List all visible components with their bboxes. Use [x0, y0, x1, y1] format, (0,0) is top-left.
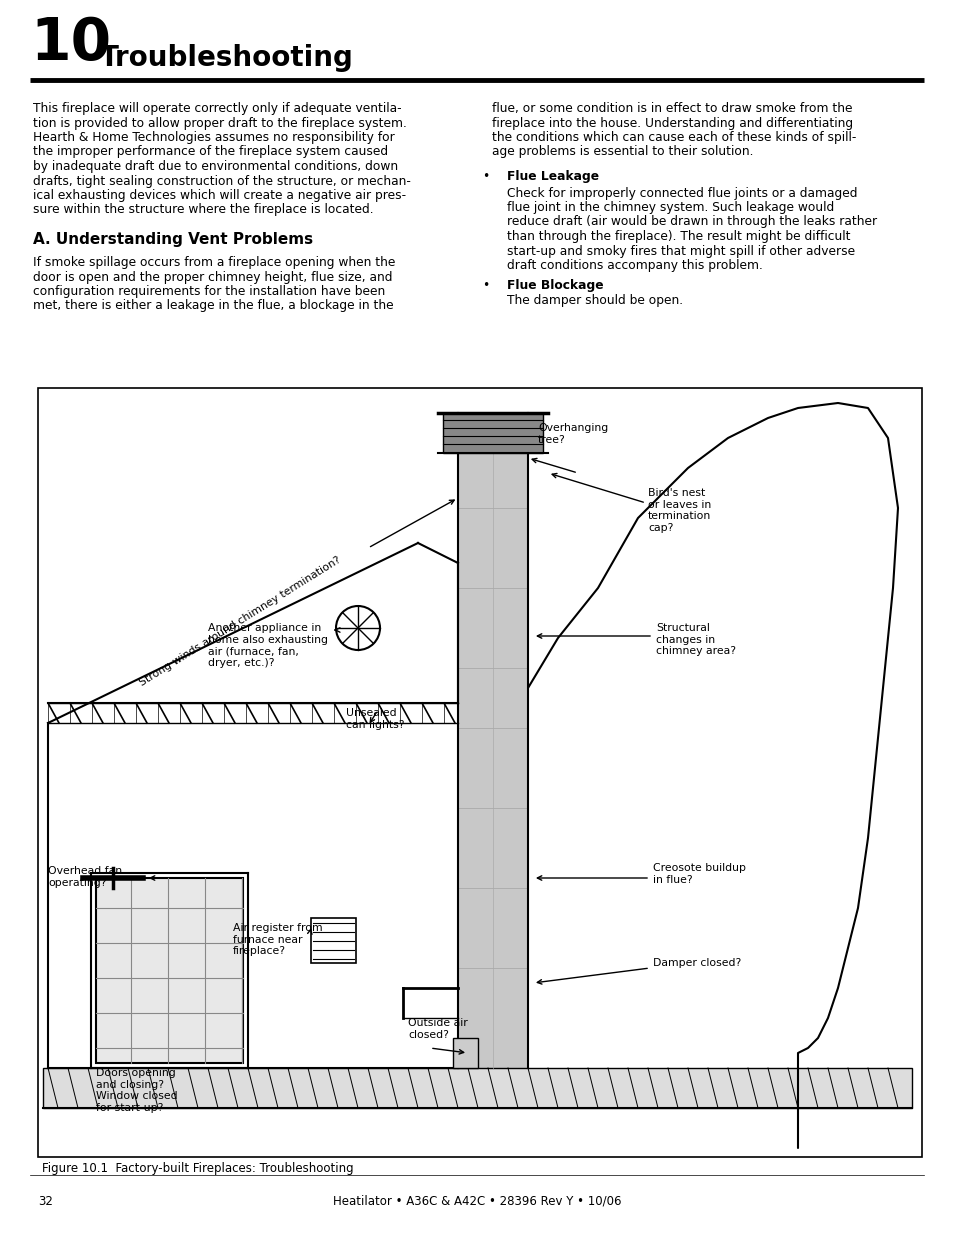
- Text: Structural
changes in
chimney area?: Structural changes in chimney area?: [656, 622, 735, 656]
- Bar: [442, 412, 542, 453]
- Text: than through the fireplace). The result might be difficult: than through the fireplace). The result …: [506, 230, 850, 243]
- Text: the conditions which can cause each of these kinds of spill-: the conditions which can cause each of t…: [492, 131, 856, 144]
- Bar: [38, 388, 921, 1157]
- Text: This fireplace will operate correctly only if adequate ventila-: This fireplace will operate correctly on…: [33, 103, 401, 115]
- Bar: [457, 412, 527, 1068]
- Text: draft conditions accompany this problem.: draft conditions accompany this problem.: [506, 259, 762, 272]
- Text: Overhead fan
operating?: Overhead fan operating?: [48, 866, 122, 888]
- Text: ical exhausting devices which will create a negative air pres-: ical exhausting devices which will creat…: [33, 189, 406, 203]
- Text: drafts, tight sealing construction of the structure, or mechan-: drafts, tight sealing construction of th…: [33, 174, 411, 188]
- Bar: [311, 918, 355, 963]
- Text: •: •: [481, 279, 489, 291]
- Text: The damper should be open.: The damper should be open.: [506, 294, 682, 308]
- Text: Strong winds around chimney termination?: Strong winds around chimney termination?: [138, 555, 342, 688]
- Text: Outside air
closed?: Outside air closed?: [408, 1018, 467, 1040]
- Text: the improper performance of the fireplace system caused: the improper performance of the fireplac…: [33, 146, 388, 158]
- Text: Unsealed
can lights?: Unsealed can lights?: [346, 708, 404, 730]
- Text: configuration requirements for the installation have been: configuration requirements for the insta…: [33, 285, 385, 298]
- Text: Troubleshooting: Troubleshooting: [100, 44, 354, 72]
- Text: start-up and smoky fires that might spill if other adverse: start-up and smoky fires that might spil…: [506, 245, 854, 258]
- Text: •: •: [481, 170, 489, 183]
- Text: tion is provided to allow proper draft to the fireplace system.: tion is provided to allow proper draft t…: [33, 116, 406, 130]
- Text: Flue Leakage: Flue Leakage: [506, 170, 598, 183]
- Text: Heatilator • A36C & A42C • 28396 Rev Y • 10/06: Heatilator • A36C & A42C • 28396 Rev Y •…: [333, 1195, 620, 1208]
- Text: Another appliance in
home also exhausting
air (furnace, fan,
dryer, etc.)?: Another appliance in home also exhaustin…: [208, 622, 328, 668]
- Text: flue joint in the chimney system. Such leakage would: flue joint in the chimney system. Such l…: [506, 201, 833, 214]
- Text: Flue Blockage: Flue Blockage: [506, 279, 603, 291]
- Bar: [453, 1037, 477, 1068]
- Text: Damper closed?: Damper closed?: [652, 958, 740, 968]
- Text: 10: 10: [30, 15, 111, 72]
- Bar: [96, 878, 243, 1063]
- Text: Air register from
furnace near
fireplace?: Air register from furnace near fireplace…: [233, 923, 322, 956]
- Text: A. Understanding Vent Problems: A. Understanding Vent Problems: [33, 232, 313, 247]
- Text: Check for improperly connected flue joints or a damaged: Check for improperly connected flue join…: [506, 186, 857, 200]
- Text: reduce draft (air would be drawn in through the leaks rather: reduce draft (air would be drawn in thro…: [506, 215, 876, 228]
- Text: sure within the structure where the fireplace is located.: sure within the structure where the fire…: [33, 204, 374, 216]
- Text: If smoke spillage occurs from a fireplace opening when the: If smoke spillage occurs from a fireplac…: [33, 256, 395, 269]
- Text: met, there is either a leakage in the flue, a blockage in the: met, there is either a leakage in the fl…: [33, 300, 394, 312]
- Text: Figure 10.1  Factory-built Fireplaces: Troubleshooting: Figure 10.1 Factory-built Fireplaces: Tr…: [42, 1162, 354, 1174]
- Text: door is open and the proper chimney height, flue size, and: door is open and the proper chimney heig…: [33, 270, 392, 284]
- Text: Creosote buildup
in flue?: Creosote buildup in flue?: [652, 863, 745, 884]
- Text: Bird's nest
or leaves in
termination
cap?: Bird's nest or leaves in termination cap…: [647, 488, 711, 532]
- Text: fireplace into the house. Understanding and differentiating: fireplace into the house. Understanding …: [492, 116, 852, 130]
- Text: age problems is essential to their solution.: age problems is essential to their solut…: [492, 146, 753, 158]
- Text: flue, or some condition is in effect to draw smoke from the: flue, or some condition is in effect to …: [492, 103, 852, 115]
- Text: Overhanging
tree?: Overhanging tree?: [537, 424, 608, 445]
- Bar: [43, 1068, 911, 1108]
- Text: by inadequate draft due to environmental conditions, down: by inadequate draft due to environmental…: [33, 161, 397, 173]
- Text: 32: 32: [38, 1195, 52, 1208]
- Text: Doors opening
and closing?
Window closed
for start-up?: Doors opening and closing? Window closed…: [96, 1068, 177, 1113]
- Text: Hearth & Home Technologies assumes no responsibility for: Hearth & Home Technologies assumes no re…: [33, 131, 395, 144]
